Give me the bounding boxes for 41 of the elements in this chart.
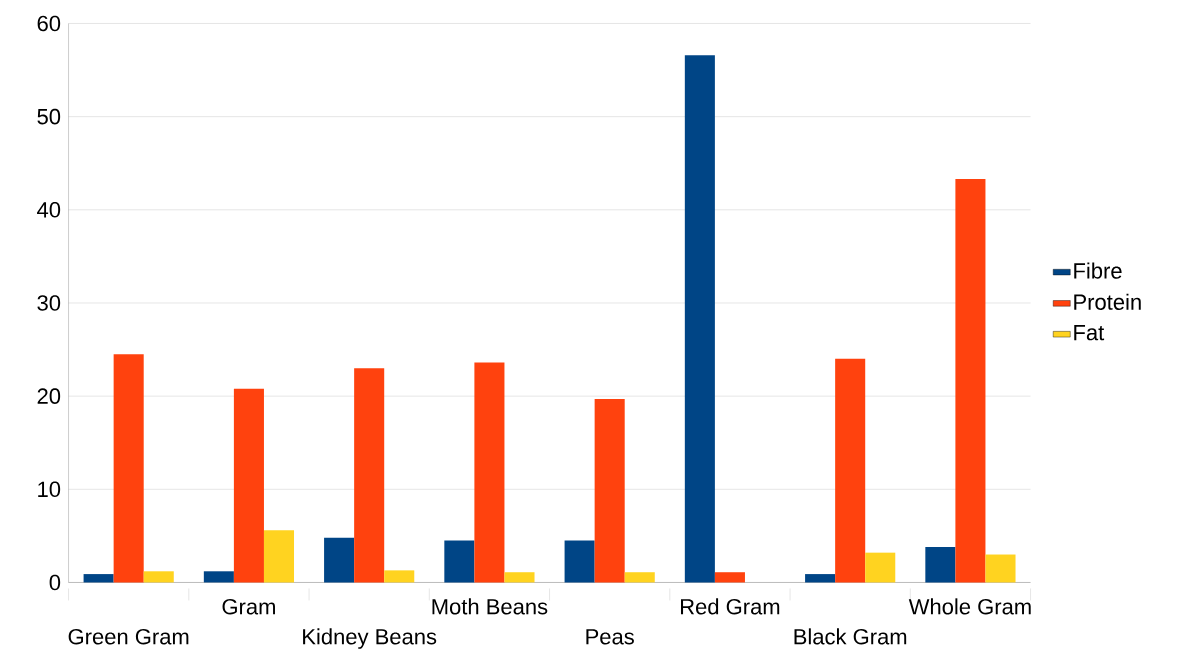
bar	[444, 540, 475, 583]
bar	[263, 530, 295, 583]
x-tick-label: Gram	[222, 598, 275, 615]
bar	[203, 571, 234, 583]
bar	[805, 574, 836, 583]
y-tick-label: 20	[37, 388, 61, 404]
y-tick-label: 30	[37, 295, 61, 311]
bar	[594, 398, 625, 583]
bar	[143, 571, 174, 583]
bar	[835, 358, 866, 583]
bar	[113, 354, 144, 583]
y-tick-label: 40	[37, 202, 61, 218]
legend-label: Protein	[1074, 293, 1141, 310]
bar	[955, 179, 986, 583]
legend-label: Fat	[1074, 325, 1105, 341]
x-tick-label: Moth Beans	[432, 598, 548, 615]
legend-label: Fibre	[1074, 262, 1122, 279]
bar	[865, 552, 896, 583]
bar	[324, 537, 355, 583]
x-tick-label: Peas	[586, 629, 634, 645]
bar	[564, 540, 595, 583]
y-tick-label: 50	[37, 108, 61, 125]
x-tick-label: Green Gram	[68, 628, 189, 645]
bar	[384, 570, 415, 583]
y-tick-label: 0	[49, 574, 61, 591]
bar	[925, 547, 956, 583]
x-tick-label: Whole Gram	[908, 598, 1031, 615]
bar	[83, 574, 114, 583]
bar	[624, 572, 655, 583]
bar	[714, 572, 745, 583]
y-tick-label: 60	[37, 15, 61, 32]
x-tick-label: Red Gram	[680, 598, 780, 615]
bar	[985, 554, 1016, 583]
x-tick-label: Kidney Beans	[303, 628, 437, 649]
bar	[354, 368, 385, 583]
bar	[684, 55, 715, 583]
x-tick-label: Black Gram	[794, 628, 907, 645]
bar	[504, 572, 535, 583]
y-tick-label: 10	[38, 481, 61, 498]
bar	[474, 362, 505, 583]
bar	[233, 388, 264, 583]
